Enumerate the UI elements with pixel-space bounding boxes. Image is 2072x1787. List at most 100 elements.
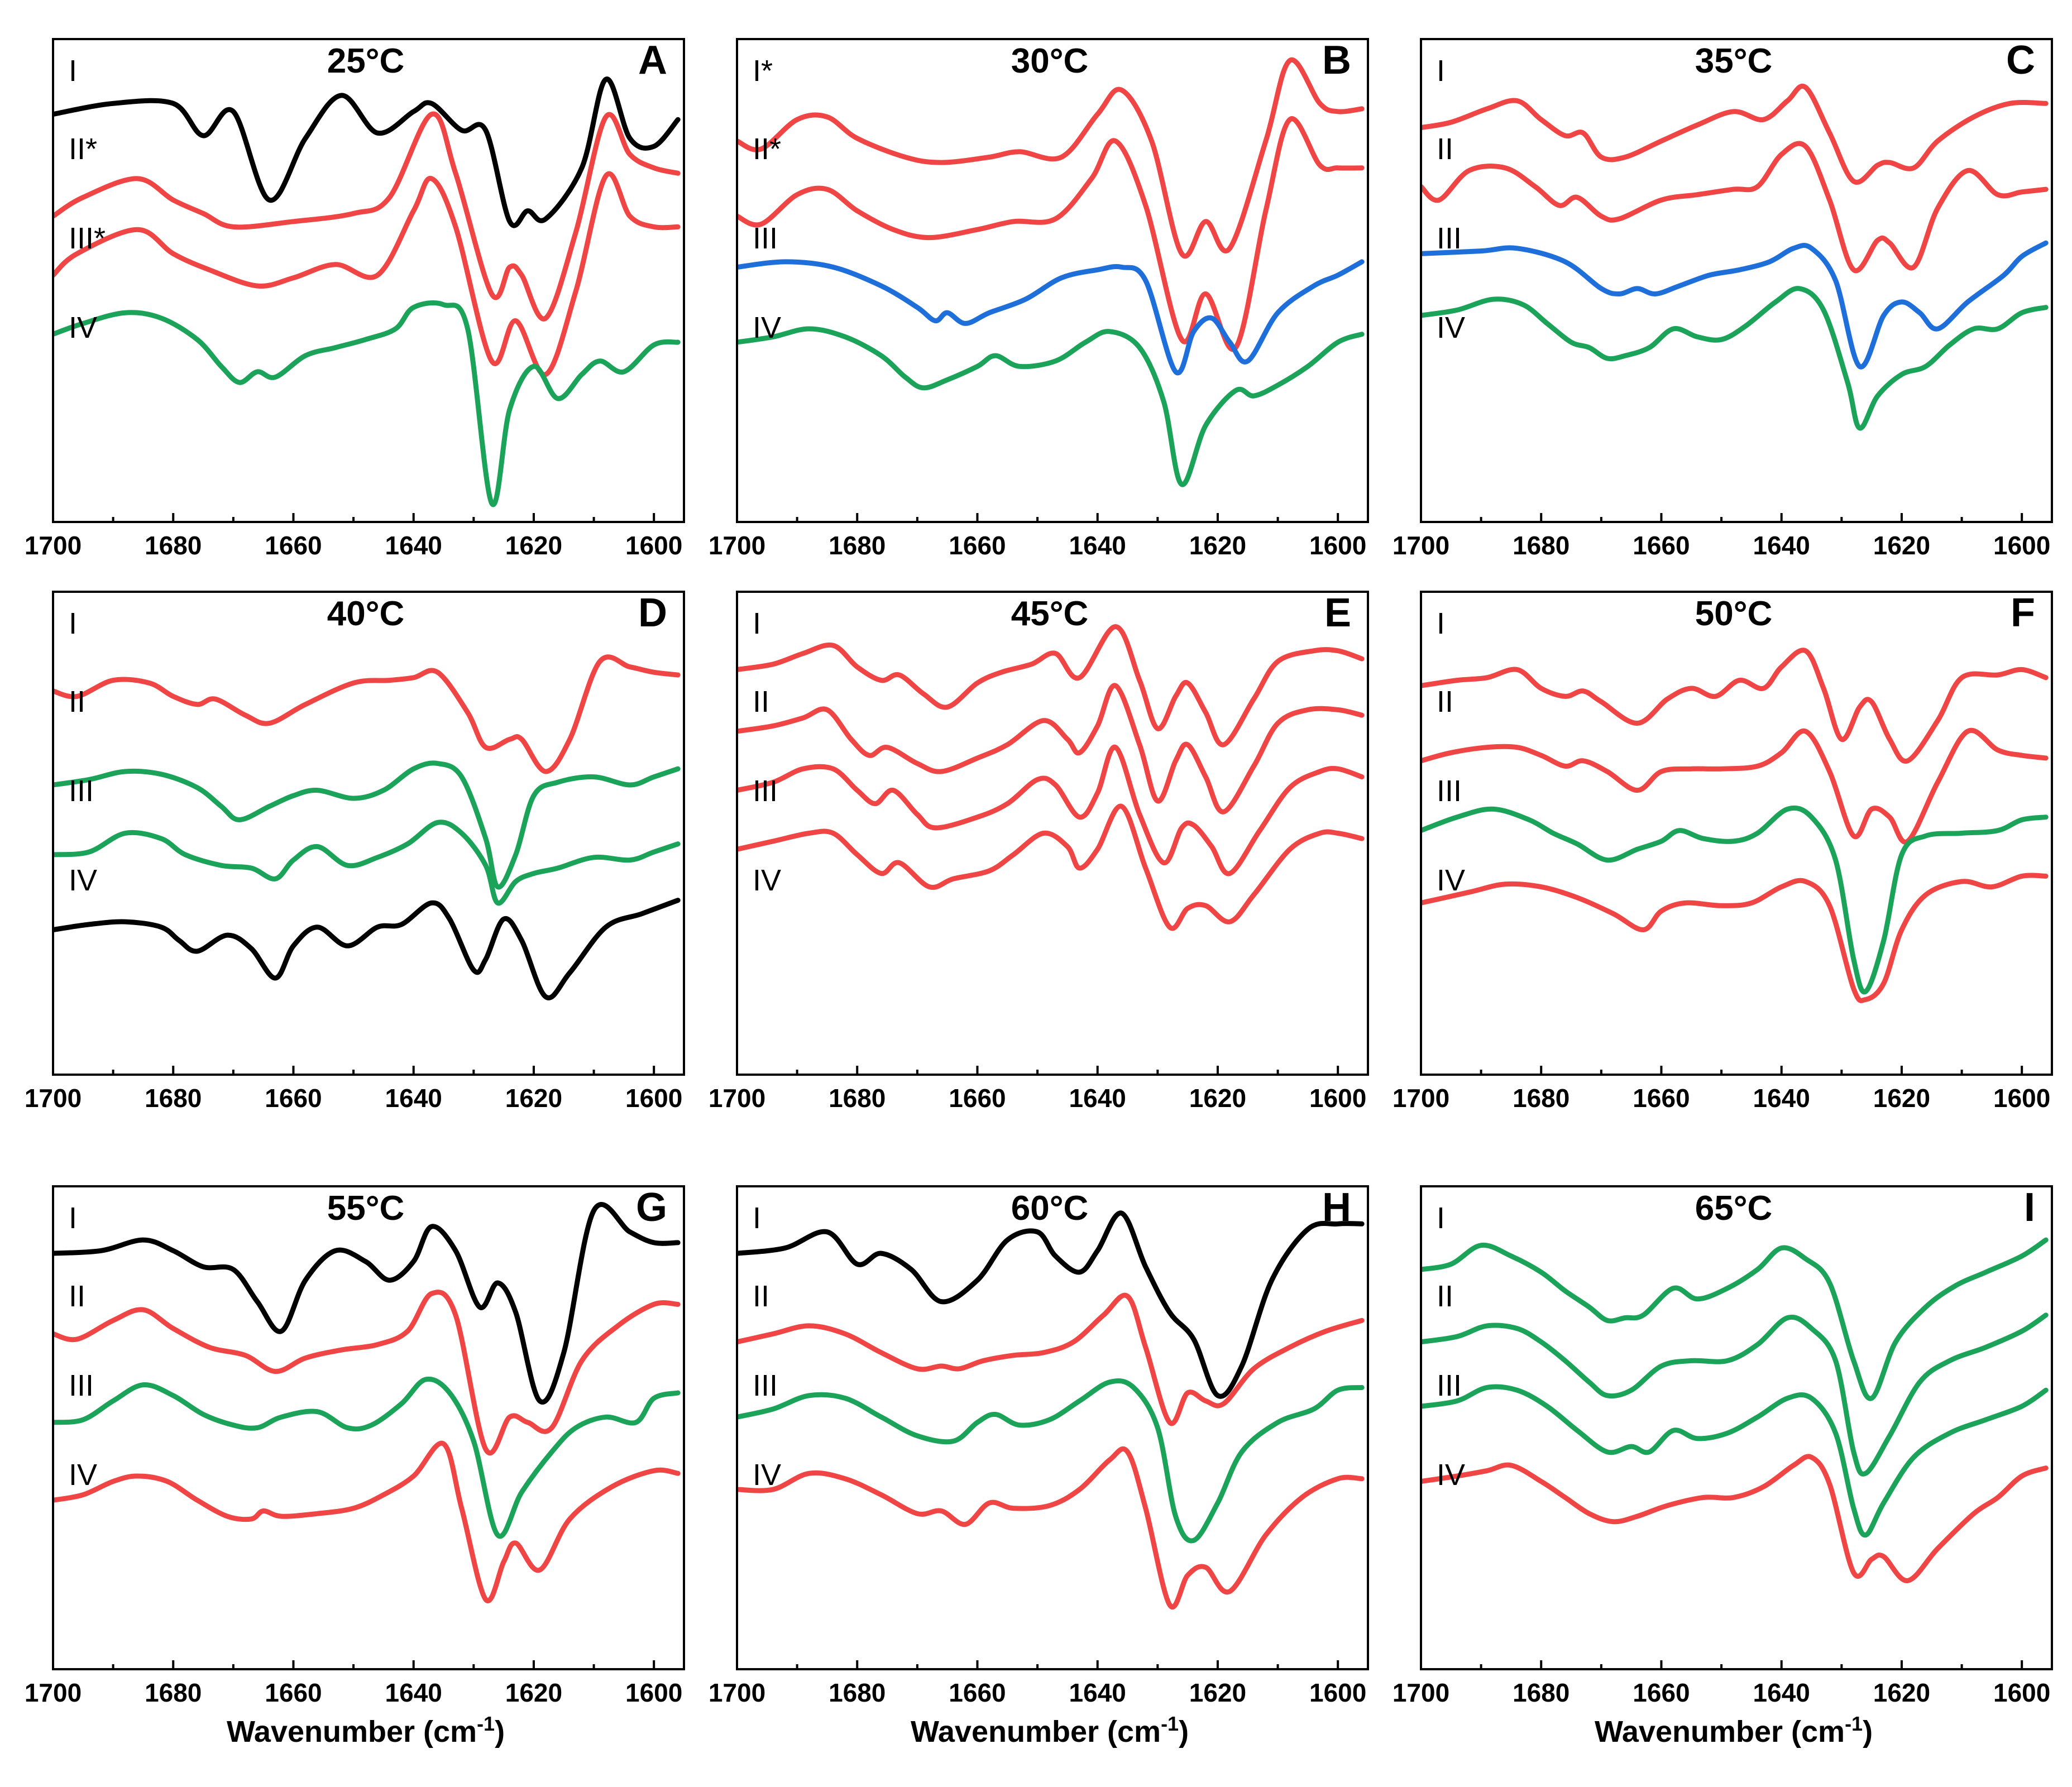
x-tick-label: 1700 bbox=[25, 531, 82, 560]
x-axis-label: Wavenumber (cm-1) bbox=[911, 1712, 1189, 1748]
series-label-2: II bbox=[69, 1280, 85, 1313]
series-line-3 bbox=[53, 820, 681, 906]
panel-title: 35°C bbox=[1695, 42, 1773, 80]
panel-letter: H bbox=[1322, 1185, 1351, 1230]
x-tick-label: 1620 bbox=[1873, 1678, 1930, 1707]
series-label-1: I bbox=[69, 607, 77, 640]
series-label-3: III bbox=[1437, 222, 1462, 255]
series-line-2 bbox=[737, 683, 1365, 815]
x-tick-label: 1680 bbox=[145, 1678, 202, 1707]
x-tick-label: 1660 bbox=[265, 1084, 322, 1113]
x-tick-label: 1640 bbox=[1753, 531, 1810, 560]
series-line-2 bbox=[737, 116, 1365, 352]
series-label-2: II bbox=[1437, 1280, 1453, 1313]
curves-F bbox=[1421, 648, 2049, 1003]
series-label-1: I bbox=[69, 1201, 77, 1235]
series-line-3 bbox=[737, 745, 1365, 876]
x-tick-label: 1680 bbox=[1513, 1678, 1569, 1707]
series-label-4: IV bbox=[69, 864, 97, 897]
series-line-2 bbox=[53, 1290, 681, 1456]
x-tick-label: 1680 bbox=[1513, 1084, 1569, 1113]
series-line-2 bbox=[737, 1292, 1365, 1426]
plot-frame bbox=[736, 38, 1369, 523]
x-tick-label: 1620 bbox=[1873, 1084, 1930, 1113]
x-tick-label: 1700 bbox=[1393, 1084, 1449, 1113]
x-tick-label: 1620 bbox=[1873, 531, 1930, 560]
series-line-3 bbox=[53, 171, 681, 377]
x-tick-label: 1640 bbox=[1069, 1084, 1126, 1113]
panel-title: 30°C bbox=[1011, 42, 1089, 80]
series-label-4: IV bbox=[69, 311, 97, 344]
x-tick-label: 1640 bbox=[1069, 1678, 1126, 1707]
series-line-1 bbox=[737, 624, 1365, 748]
series-line-4 bbox=[1421, 1454, 2049, 1583]
series-line-1 bbox=[1421, 83, 2049, 185]
x-tick-label: 1640 bbox=[385, 1084, 442, 1113]
curves-D bbox=[53, 654, 681, 1000]
x-tick-label: 1660 bbox=[949, 531, 1006, 560]
series-label-4: IV bbox=[69, 1458, 97, 1492]
series-label-4: IV bbox=[753, 311, 781, 344]
x-tick-label: 1600 bbox=[1309, 531, 1366, 560]
x-tick-label: 1640 bbox=[1069, 531, 1126, 560]
series-label-3: III* bbox=[69, 222, 106, 255]
series-label-2: II* bbox=[69, 132, 97, 166]
x-tick-label: 1680 bbox=[145, 1084, 202, 1113]
x-tick-label: 1640 bbox=[1753, 1084, 1810, 1113]
curves-A bbox=[53, 76, 681, 507]
curves-H bbox=[737, 1210, 1365, 1609]
x-tick-label: 1660 bbox=[1633, 1084, 1690, 1113]
panel-title: 50°C bbox=[1695, 595, 1773, 633]
panel-title: 60°C bbox=[1011, 1189, 1089, 1228]
series-label-2: II* bbox=[753, 132, 781, 166]
plot-frame bbox=[52, 38, 685, 523]
x-tick-label: 1640 bbox=[385, 531, 442, 560]
x-tick-label: 1600 bbox=[625, 1678, 682, 1707]
plot-frame bbox=[52, 591, 685, 1076]
series-label-3: III bbox=[753, 222, 778, 255]
series-line-4 bbox=[737, 326, 1365, 487]
x-tick-label: 1660 bbox=[1633, 531, 1690, 560]
plot-frame bbox=[1420, 38, 2053, 523]
x-tick-label: 1700 bbox=[1393, 1678, 1449, 1707]
series-label-3: III bbox=[1437, 1369, 1462, 1402]
panel-letter: A bbox=[638, 38, 667, 83]
x-tick-label: 1700 bbox=[25, 1678, 82, 1707]
series-line-2 bbox=[53, 111, 681, 322]
series-line-4 bbox=[737, 803, 1365, 931]
series-label-3: III bbox=[753, 774, 778, 808]
series-line-1 bbox=[737, 57, 1365, 259]
curves-I bbox=[1421, 1237, 2049, 1583]
x-tick-label: 1600 bbox=[1309, 1678, 1366, 1707]
x-tick-label: 1620 bbox=[505, 1678, 562, 1707]
series-line-2 bbox=[1421, 727, 2049, 845]
series-label-2: II bbox=[1437, 685, 1453, 718]
x-tick-label: 1620 bbox=[505, 1084, 562, 1113]
plot-frame bbox=[1420, 1185, 2053, 1670]
panel-letter: D bbox=[638, 591, 667, 635]
series-line-1 bbox=[53, 76, 681, 228]
panel-letter: B bbox=[1322, 38, 1351, 83]
x-tick-label: 1680 bbox=[1513, 531, 1569, 560]
series-line-1 bbox=[53, 654, 681, 774]
series-label-1: I bbox=[753, 1201, 761, 1235]
series-label-4: IV bbox=[1437, 1458, 1465, 1492]
panel-B: I* II* III IV 1700 1680 1660 1640 1620 1600 30°C B bbox=[709, 38, 1369, 560]
x-tick-label: 1680 bbox=[829, 1678, 886, 1707]
panel-letter: G bbox=[636, 1185, 667, 1230]
series-line-4 bbox=[53, 898, 681, 1000]
x-axis-label: Wavenumber (cm-1) bbox=[227, 1712, 505, 1748]
series-line-1 bbox=[1421, 1237, 2049, 1401]
series-line-3 bbox=[53, 1376, 681, 1539]
x-tick-label: 1620 bbox=[1189, 531, 1246, 560]
series-label-2: II bbox=[69, 685, 85, 718]
panel-title: 65°C bbox=[1695, 1189, 1773, 1228]
x-tick-label: 1700 bbox=[709, 1678, 765, 1707]
series-line-2 bbox=[53, 760, 681, 890]
panel-letter: C bbox=[2006, 38, 2035, 83]
series-label-4: IV bbox=[1437, 864, 1465, 897]
x-tick-label: 1680 bbox=[145, 531, 202, 560]
x-tick-label: 1600 bbox=[1993, 1678, 2050, 1707]
